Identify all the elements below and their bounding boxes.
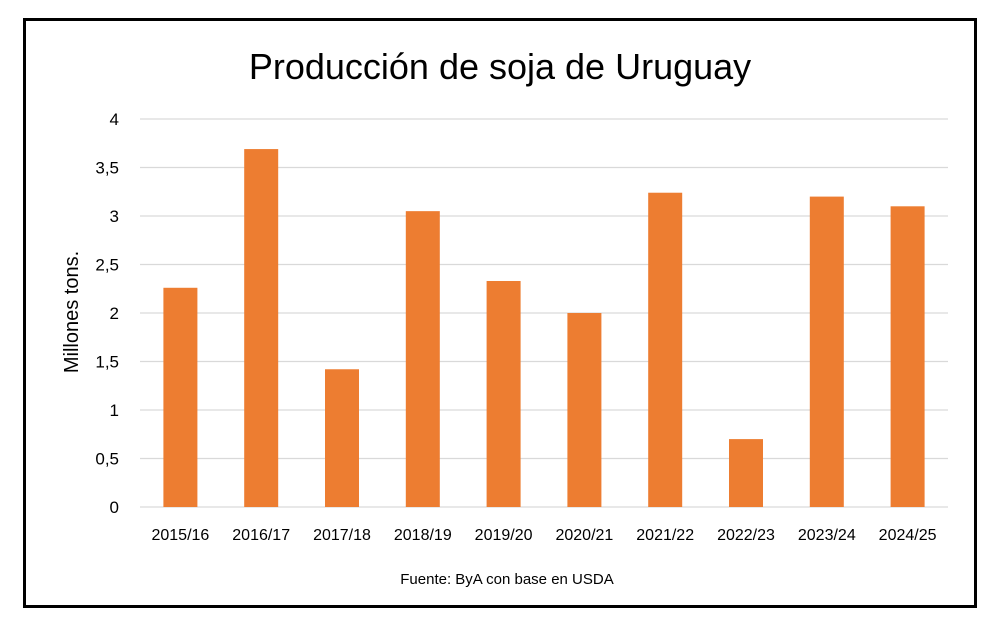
x-tick-label: 2017/18	[313, 527, 371, 544]
x-tick-label: 2020/21	[555, 527, 613, 544]
bar	[486, 280, 521, 507]
source-note: Fuente: ByA con base en USDA	[400, 571, 613, 588]
y-tick-label: 0,5	[95, 450, 119, 469]
y-tick-labels: 0 0,5 1 1,5 2 2,5 3 3,5 4	[95, 110, 119, 517]
x-tick-label: 2015/16	[151, 527, 209, 544]
x-tick-label: 2023/24	[798, 527, 856, 544]
x-tick-labels: 2015/16 2016/17 2017/18 2018/19 2019/20 2020/…	[151, 527, 936, 544]
y-tick-label: 0	[110, 498, 119, 517]
bar	[405, 211, 440, 507]
y-axis-label: Millones tons.	[61, 251, 83, 373]
bars	[163, 149, 925, 508]
y-tick-label: 4	[110, 110, 119, 129]
y-tick-label: 2,5	[95, 256, 119, 275]
bar	[325, 369, 359, 507]
x-tick-label: 2021/22	[636, 527, 694, 544]
bar	[244, 149, 279, 507]
bar	[890, 206, 925, 508]
y-tick-label: 1	[110, 401, 119, 420]
chart-title: Producción de soja de Uruguay	[249, 46, 751, 87]
bar	[729, 439, 763, 507]
bar	[567, 313, 602, 507]
bar	[648, 192, 683, 507]
y-tick-label: 3,5	[95, 159, 119, 178]
x-tick-label: 2022/23	[717, 527, 775, 544]
bar	[163, 287, 198, 507]
y-tick-label: 1,5	[95, 353, 119, 372]
x-tick-label: 2016/17	[232, 527, 290, 544]
bar	[809, 196, 844, 507]
x-tick-label: 2024/25	[879, 527, 937, 544]
x-tick-label: 2019/20	[475, 527, 533, 544]
x-tick-label: 2018/19	[394, 527, 452, 544]
y-tick-label: 3	[110, 207, 119, 226]
y-tick-label: 2	[110, 304, 119, 323]
